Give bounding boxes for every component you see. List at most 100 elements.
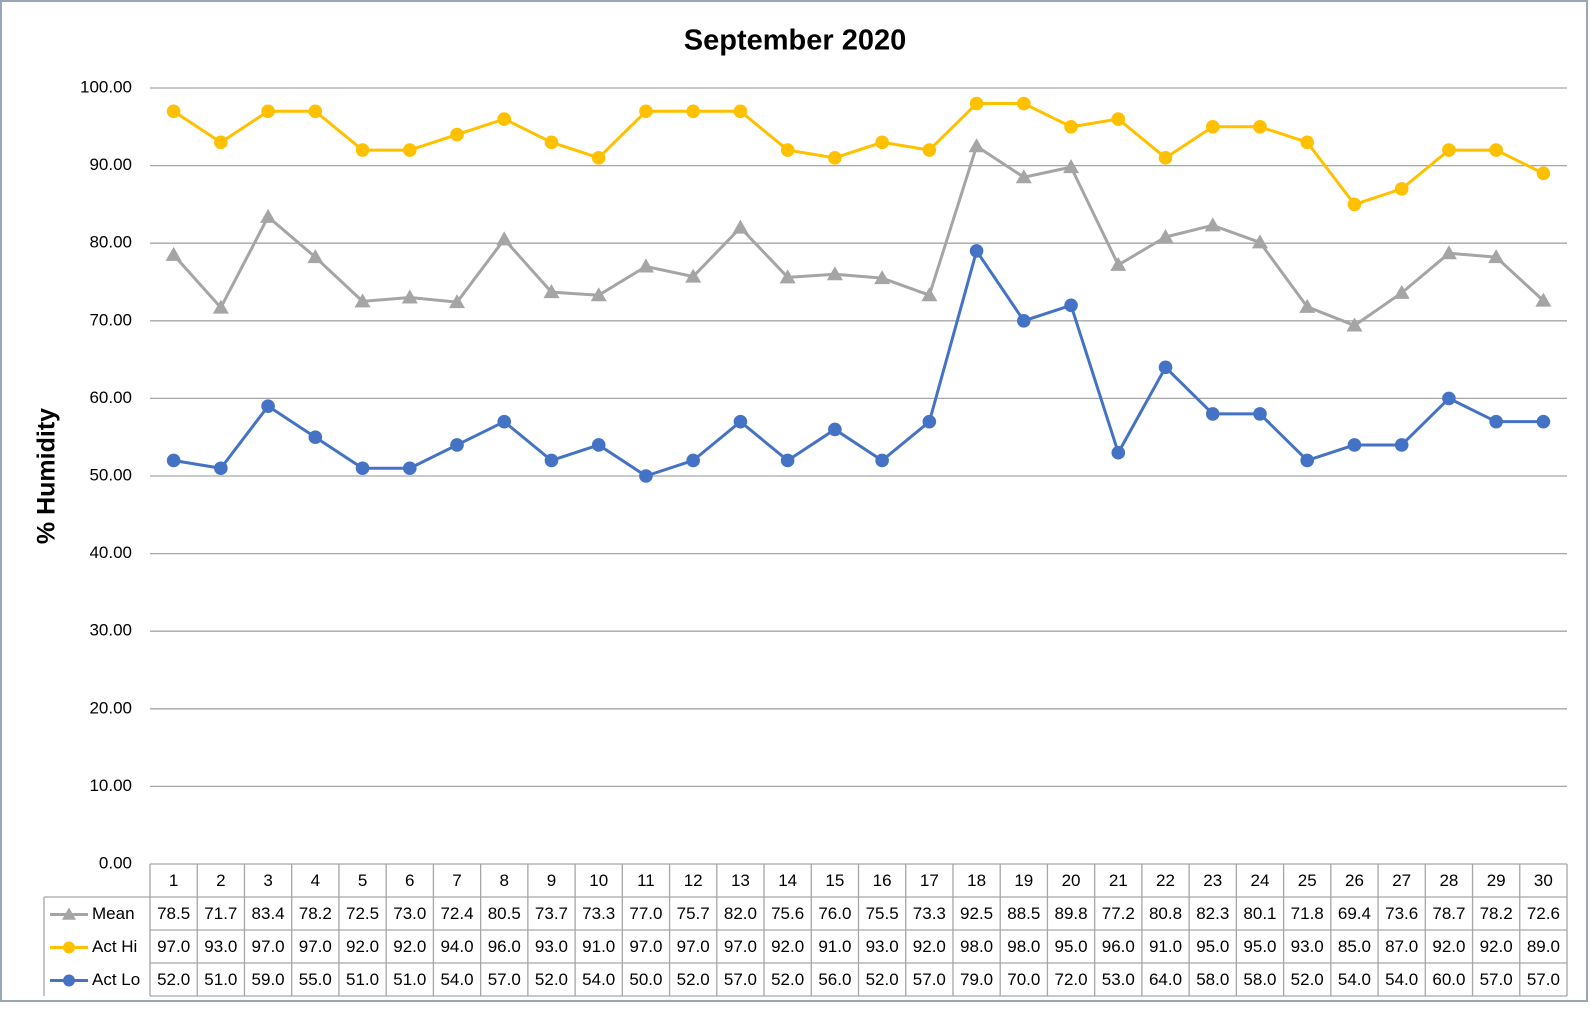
table-value: 97.0 — [724, 937, 757, 956]
table-value: 78.2 — [1480, 904, 1513, 923]
table-value: 87.0 — [1385, 937, 1418, 956]
data-point — [261, 104, 275, 119]
data-point — [544, 453, 559, 468]
chart-title: September 2020 — [684, 25, 906, 57]
data-point — [1488, 249, 1505, 264]
data-point — [779, 269, 796, 284]
table-value: 91.0 — [1149, 937, 1182, 956]
data-point — [308, 430, 323, 445]
data-point — [828, 151, 842, 165]
data-point — [497, 112, 512, 126]
table-value: 93.0 — [1291, 937, 1324, 956]
table-value: 93.0 — [866, 937, 899, 956]
table-value: 96.0 — [1102, 937, 1135, 956]
table-value: 80.8 — [1149, 904, 1182, 923]
table-value: 93.0 — [535, 937, 568, 956]
y-tick-label: 80.00 — [89, 233, 132, 252]
legend-marker — [62, 907, 76, 920]
y-tick-label: 10.00 — [89, 776, 132, 795]
table-value: 54.0 — [1385, 970, 1418, 989]
x-tick-label: 12 — [684, 871, 703, 890]
data-point — [639, 469, 653, 483]
table-value: 88.5 — [1007, 904, 1040, 923]
data-point — [307, 249, 324, 264]
table-value: 60.0 — [1432, 970, 1465, 989]
table-value: 73.7 — [535, 904, 568, 923]
x-tick-label: 24 — [1251, 871, 1270, 890]
y-tick-label: 90.00 — [89, 155, 132, 174]
table-value: 98.0 — [1007, 937, 1040, 956]
data-point — [1110, 256, 1127, 271]
y-tick-label: 100.00 — [80, 77, 132, 96]
table-value: 92.0 — [346, 937, 379, 956]
table-value: 72.0 — [1055, 970, 1088, 989]
data-point — [590, 287, 607, 302]
legend-label: Act Lo — [92, 970, 140, 989]
data-point — [591, 438, 606, 452]
table-value: 73.3 — [582, 904, 615, 923]
data-point — [1442, 143, 1456, 157]
table-value: 93.0 — [204, 937, 237, 956]
table-value: 53.0 — [1102, 970, 1135, 989]
table-value: 78.2 — [299, 904, 332, 923]
table-value: 54.0 — [440, 970, 473, 989]
table-value: 89.8 — [1055, 904, 1088, 923]
table-value: 69.4 — [1338, 904, 1371, 923]
table-value: 51.0 — [346, 970, 379, 989]
x-tick-label: 6 — [405, 871, 414, 890]
data-point — [874, 270, 891, 285]
table-value: 83.4 — [252, 904, 285, 923]
data-point — [1251, 234, 1268, 249]
series-line — [173, 249, 1544, 478]
table-value: 71.7 — [204, 904, 237, 923]
x-tick-label: 2 — [216, 871, 225, 890]
x-tick-label: 19 — [1014, 871, 1033, 890]
table-value: 56.0 — [818, 970, 851, 989]
legend-marker — [63, 974, 75, 987]
data-point — [1440, 245, 1457, 260]
data-point — [544, 135, 559, 150]
x-tick-label: 9 — [547, 871, 556, 890]
data-point — [826, 266, 843, 281]
table-value: 72.5 — [346, 904, 379, 923]
data-point — [165, 246, 182, 261]
data-point — [732, 219, 749, 234]
table-value: 52.0 — [866, 970, 899, 989]
data-point — [212, 299, 229, 314]
x-tick-label: 21 — [1109, 871, 1128, 890]
x-tick-label: 18 — [967, 871, 986, 890]
x-tick-label: 11 — [637, 871, 655, 890]
series-line — [172, 102, 1545, 206]
table-value: 79.0 — [960, 970, 993, 989]
x-tick-label: 3 — [263, 871, 272, 890]
x-tick-label: 25 — [1298, 871, 1317, 890]
table-value: 97.0 — [157, 937, 190, 956]
table-value: 78.5 — [157, 904, 190, 923]
table-value: 97.0 — [252, 937, 285, 956]
y-tick-label: 30.00 — [89, 621, 132, 640]
data-point — [1064, 120, 1078, 134]
data-point — [1535, 292, 1552, 307]
data-point — [1347, 438, 1362, 452]
data-point — [969, 244, 984, 258]
x-tick-label: 27 — [1392, 871, 1411, 890]
table-value: 92.0 — [771, 937, 804, 956]
data-point — [922, 414, 937, 429]
table-value: 75.6 — [771, 904, 804, 923]
data-point — [969, 96, 984, 111]
table-value: 96.0 — [488, 937, 521, 956]
table-value: 50.0 — [629, 970, 662, 989]
table-value: 92.0 — [393, 937, 426, 956]
data-point — [875, 135, 889, 150]
table-value: 52.0 — [771, 970, 804, 989]
x-tick-label: 1 — [169, 871, 178, 890]
legend-marker — [63, 941, 75, 954]
table-value: 58.0 — [1196, 970, 1229, 989]
table-value: 92.0 — [1480, 937, 1513, 956]
data-point — [166, 453, 181, 468]
data-point — [1158, 360, 1173, 375]
table-value: 78.7 — [1432, 904, 1465, 923]
data-point — [1015, 169, 1032, 184]
table-value: 98.0 — [960, 937, 993, 956]
data-point — [1205, 407, 1220, 421]
